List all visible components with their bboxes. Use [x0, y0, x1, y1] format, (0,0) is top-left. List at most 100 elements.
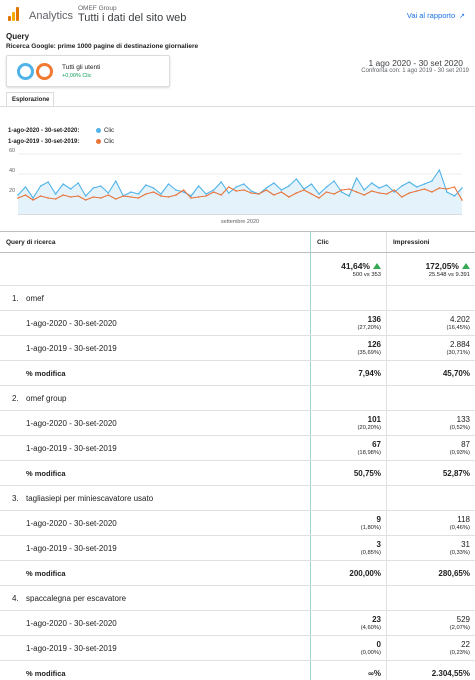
clicks-change: ∞% — [368, 669, 381, 678]
legend-period: 1-ago-2019 - 30-set-2019: — [8, 139, 80, 146]
query-text[interactable]: spaccalegna per escavatore — [26, 594, 127, 603]
date-range-picker[interactable]: 1 ago 2020 - 30 set 2020 — [368, 58, 463, 68]
data-point-compare — [84, 199, 87, 201]
change-row: % modifica 50,75% 52,87% — [0, 461, 475, 486]
data-point-current — [182, 191, 185, 193]
analytics-logo-icon[interactable] — [8, 7, 20, 21]
data-point-compare — [190, 197, 192, 199]
impressions-cell — [386, 386, 475, 410]
data-point-current — [92, 187, 95, 189]
series-line-compare — [17, 186, 463, 201]
data-point-current — [24, 186, 27, 188]
clicks-cell: 23 (4,60%) — [310, 611, 386, 635]
clicks-value: 126 — [367, 340, 381, 349]
change-label: % modifica — [26, 669, 66, 678]
data-point-compare — [265, 189, 268, 191]
data-point-compare — [303, 189, 305, 191]
data-point-compare — [243, 189, 245, 191]
segment-card[interactable]: Tutti gli utenti +0,00% Clic — [6, 55, 170, 87]
account-name[interactable]: OMEF Group — [78, 5, 117, 12]
column-header-query[interactable]: Query di ricerca — [6, 239, 56, 246]
query-index: 3. — [12, 494, 19, 503]
data-point-current — [295, 178, 298, 180]
query-text[interactable]: tagliasiepi per miniescavatore usato — [26, 494, 154, 503]
go-to-report-link[interactable]: Vai al rapporto ↗ — [407, 11, 465, 20]
segment-ring-compare-icon — [36, 63, 53, 80]
period-row: 1-ago-2019 - 30-set-2019 3 (0,85%) 31 (0,33%… — [0, 536, 475, 561]
clicks-value: 67 — [372, 440, 381, 449]
data-point-compare — [137, 197, 140, 199]
data-point-current — [227, 192, 230, 194]
clicks-value: 9 — [376, 515, 381, 524]
data-point-current — [205, 193, 207, 195]
query-row[interactable]: 3. tagliasiepi per miniescavatore usato — [0, 486, 475, 511]
period-cell: 1-ago-2019 - 30-set-2019 — [0, 636, 310, 660]
impressions-cell: 31 (0,33%) — [386, 536, 475, 560]
column-header-clicks[interactable]: Clic — [310, 232, 386, 252]
data-point-compare — [197, 196, 200, 198]
impressions-cell: 529 (2,07%) — [386, 611, 475, 635]
query-cell: 1. omef — [0, 286, 310, 310]
data-point-current — [438, 169, 441, 171]
data-point-compare — [92, 196, 95, 198]
data-point-compare — [401, 196, 403, 198]
impressions-value: 118 — [457, 515, 470, 524]
segment-ring-current-icon — [17, 63, 34, 80]
clicks-cell: 3 (0,85%) — [310, 536, 386, 560]
report-link-label: Vai al rapporto — [406, 11, 456, 20]
query-row[interactable]: 2. omef group — [0, 386, 475, 411]
data-point-compare — [431, 191, 433, 193]
clicks-cell: 0 (0,00%) — [310, 636, 386, 660]
query-row[interactable]: 4. spaccalegna per escavatore — [0, 586, 475, 611]
period-label: 1-ago-2019 - 30-set-2019 — [26, 544, 117, 553]
data-point-current — [378, 187, 381, 189]
data-point-current — [288, 185, 290, 187]
data-point-current — [77, 182, 79, 184]
change-label: % modifica — [26, 569, 66, 578]
clicks-cell: 200,00% — [310, 561, 386, 585]
impressions-share: (0,93%) — [449, 450, 470, 456]
clicks-cell: 7,94% — [310, 361, 386, 385]
column-header-impressions[interactable]: Impressioni — [386, 232, 475, 252]
data-point-compare — [212, 191, 215, 193]
segment-label: Tutti gli utenti — [62, 64, 101, 71]
increase-arrow-icon — [373, 263, 381, 269]
impressions-cell — [386, 486, 475, 510]
view-selector[interactable]: Tutti i dati del sito web — [78, 12, 187, 24]
impressions-cell: 87 (0,93%) — [386, 436, 475, 460]
data-point-current — [348, 195, 350, 197]
data-point-compare — [220, 194, 222, 196]
impressions-change: 52,87% — [442, 469, 470, 478]
query-index: 1. — [12, 294, 19, 303]
data-point-current — [54, 193, 57, 195]
impressions-cell: 118 (0,46%) — [386, 511, 475, 535]
data-point-compare — [47, 197, 49, 199]
clicks-value: 101 — [367, 415, 381, 424]
data-point-current — [280, 189, 283, 191]
legend-item-compare: 1-ago-2019 - 30-set-2019: Clic — [8, 139, 114, 145]
clicks-cell: 126 (35,69%) — [310, 336, 386, 360]
data-point-current — [416, 186, 418, 188]
legend-item-current: 1-ago-2020 - 30-set-2020: Clic — [8, 128, 114, 134]
tab-explorer[interactable]: Esplorazione — [6, 92, 54, 107]
data-point-compare — [273, 194, 275, 196]
impressions-share: (0,33%) — [449, 550, 470, 556]
data-point-current — [333, 180, 335, 182]
data-point-compare — [205, 195, 207, 197]
compare-date-range: Confronta con: 1 ago 2019 - 30 set 2019 — [361, 68, 469, 74]
query-cell: 2. omef group — [0, 386, 310, 410]
totals-clicks-cell: 41,64% 500 vs 353 — [310, 253, 386, 285]
clicks-share: (0,00%) — [360, 650, 381, 656]
clicks-change: 200,00% — [349, 569, 381, 578]
query-text[interactable]: omef group — [26, 394, 67, 403]
period-label: 1-ago-2019 - 30-set-2019 — [26, 344, 117, 353]
data-point-compare — [325, 191, 328, 193]
clicks-line-chart[interactable]: 60 40 20 settembre 2020 — [0, 148, 475, 228]
query-text[interactable]: omef — [26, 294, 44, 303]
data-point-compare — [378, 192, 381, 194]
data-point-compare — [258, 193, 260, 195]
change-row: % modifica 7,94% 45,70% — [0, 361, 475, 386]
y-tick-label: 40 — [9, 168, 15, 174]
data-point-compare — [54, 198, 57, 200]
query-row[interactable]: 1. omef — [0, 286, 475, 311]
